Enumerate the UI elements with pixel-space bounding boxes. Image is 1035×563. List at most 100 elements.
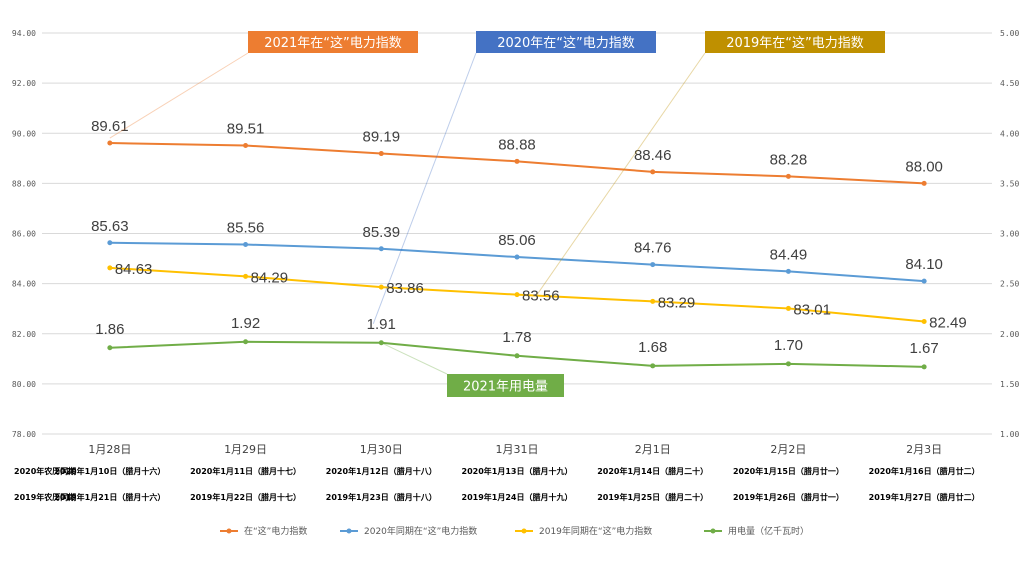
callout-box bbox=[476, 31, 656, 53]
legend-label: 2019年同期在“这”电力指数 bbox=[539, 525, 652, 537]
data-point bbox=[107, 240, 113, 246]
callout-box bbox=[447, 374, 564, 397]
y-right-tick-label: 5.00 bbox=[1000, 29, 1019, 38]
lunar-row-cell: 2019年1月25日（腊月二十） bbox=[597, 492, 708, 502]
data-label: 83.01 bbox=[793, 301, 831, 318]
x-category-label: 2月1日 bbox=[635, 443, 671, 456]
data-point bbox=[378, 340, 384, 346]
lunar-row-cell: 2020年1月12日（腊月十八） bbox=[326, 466, 437, 476]
y-left-tick-label: 94.00 bbox=[12, 29, 36, 38]
data-point bbox=[650, 262, 656, 268]
lunar-row-cell: 2020年1月16日（腊月廿二） bbox=[869, 466, 980, 476]
data-point bbox=[243, 143, 249, 149]
data-point bbox=[785, 173, 791, 179]
y-right-tick-label: 3.00 bbox=[1000, 230, 1019, 239]
legend-swatch-marker bbox=[521, 528, 527, 534]
lunar-row-cell: 2019年1月26日（腊月廿一） bbox=[733, 492, 844, 502]
data-label: 88.28 bbox=[770, 151, 808, 168]
y-right-tick-label: 4.50 bbox=[1000, 79, 1019, 88]
callout-label: 2021年在“这”电力指数 bbox=[264, 35, 402, 51]
lunar-row-cell: 2020年1月14日（腊月二十） bbox=[597, 466, 708, 476]
legend-swatch-marker bbox=[226, 528, 232, 534]
data-point bbox=[243, 273, 249, 279]
data-label: 89.51 bbox=[227, 121, 265, 138]
y-left-tick-label: 90.00 bbox=[12, 129, 36, 138]
data-label: 1.68 bbox=[638, 339, 667, 356]
data-label: 84.63 bbox=[115, 261, 153, 278]
data-point bbox=[514, 158, 520, 164]
data-point bbox=[514, 353, 520, 359]
data-point bbox=[378, 151, 384, 157]
data-label: 1.67 bbox=[910, 340, 939, 357]
lunar-row-cell: 2019年1月21日（腊月十六） bbox=[54, 492, 165, 502]
data-label: 88.88 bbox=[498, 136, 536, 153]
data-label: 1.91 bbox=[367, 316, 396, 333]
callout-leader-line bbox=[109, 52, 249, 139]
data-point bbox=[107, 140, 113, 146]
data-point bbox=[514, 254, 520, 260]
y-left-tick-label: 88.00 bbox=[12, 179, 36, 188]
data-point bbox=[107, 265, 113, 271]
data-label: 84.29 bbox=[251, 269, 289, 286]
data-label: 83.29 bbox=[658, 294, 696, 311]
data-label: 85.63 bbox=[91, 218, 129, 235]
y-left-tick-label: 92.00 bbox=[12, 79, 36, 88]
callout-leader-line bbox=[536, 52, 706, 295]
data-label: 84.10 bbox=[905, 256, 943, 273]
y-right-tick-label: 2.00 bbox=[1000, 330, 1019, 339]
y-left-tick-label: 78.00 bbox=[12, 430, 36, 439]
data-point bbox=[785, 268, 791, 274]
y-left-tick-label: 84.00 bbox=[12, 280, 36, 289]
lunar-row-label: 2020年农历同期 bbox=[14, 466, 76, 476]
y-right-tick-label: 1.50 bbox=[1000, 380, 1019, 389]
data-point bbox=[243, 242, 249, 248]
data-point bbox=[514, 292, 520, 298]
y-right-tick-label: 4.00 bbox=[1000, 129, 1019, 138]
data-label: 1.92 bbox=[231, 315, 260, 332]
data-label: 1.70 bbox=[774, 337, 803, 354]
data-point bbox=[107, 345, 113, 351]
legend-swatch-marker bbox=[346, 528, 352, 534]
y-left-tick-label: 86.00 bbox=[12, 230, 36, 239]
data-label: 89.61 bbox=[91, 118, 129, 135]
legend-label: 2020年同期在“这”电力指数 bbox=[364, 525, 477, 537]
data-point bbox=[921, 278, 927, 284]
data-point bbox=[378, 246, 384, 252]
lunar-row-cell: 2019年1月22日（腊月十七） bbox=[190, 492, 301, 502]
lunar-row-cell: 2020年1月11日（腊月十七） bbox=[190, 466, 301, 476]
data-label: 85.06 bbox=[498, 232, 536, 249]
data-point bbox=[921, 318, 927, 324]
data-point bbox=[921, 364, 927, 370]
y-right-tick-label: 3.50 bbox=[1000, 179, 1019, 188]
data-point bbox=[650, 169, 656, 175]
lunar-row-label: 2019年农历同期 bbox=[14, 492, 76, 502]
x-category-label: 1月28日 bbox=[88, 443, 131, 456]
data-point bbox=[921, 180, 927, 186]
callout-label: 2020年在“这”电力指数 bbox=[497, 35, 635, 51]
data-label: 85.56 bbox=[227, 220, 265, 237]
data-label: 82.49 bbox=[929, 314, 967, 331]
x-category-label: 2月3日 bbox=[906, 443, 942, 456]
x-category-label: 2月2日 bbox=[770, 443, 806, 456]
data-label: 88.46 bbox=[634, 147, 672, 164]
data-label: 84.49 bbox=[770, 246, 808, 263]
data-point bbox=[650, 298, 656, 304]
callout-label: 2019年在“这”电力指数 bbox=[726, 35, 864, 51]
callout-box bbox=[248, 31, 418, 53]
lunar-row-cell: 2020年1月15日（腊月廿一） bbox=[733, 466, 844, 476]
data-label: 85.39 bbox=[363, 224, 401, 241]
x-category-label: 1月30日 bbox=[360, 443, 403, 456]
data-label: 83.86 bbox=[386, 280, 424, 297]
data-label: 1.78 bbox=[502, 329, 531, 346]
data-label: 89.19 bbox=[363, 129, 401, 146]
callout-leader-line bbox=[372, 52, 477, 324]
y-left-tick-label: 82.00 bbox=[12, 330, 36, 339]
data-label: 83.56 bbox=[522, 288, 560, 305]
callout-box bbox=[705, 31, 885, 53]
lunar-row-cell: 2019年1月27日（腊月廿二） bbox=[869, 492, 980, 502]
x-category-label: 1月31日 bbox=[496, 443, 539, 456]
lunar-row-cell: 2019年1月23日（腊月十八） bbox=[326, 492, 437, 502]
data-point bbox=[785, 361, 791, 367]
legend-swatch-marker bbox=[710, 528, 716, 534]
